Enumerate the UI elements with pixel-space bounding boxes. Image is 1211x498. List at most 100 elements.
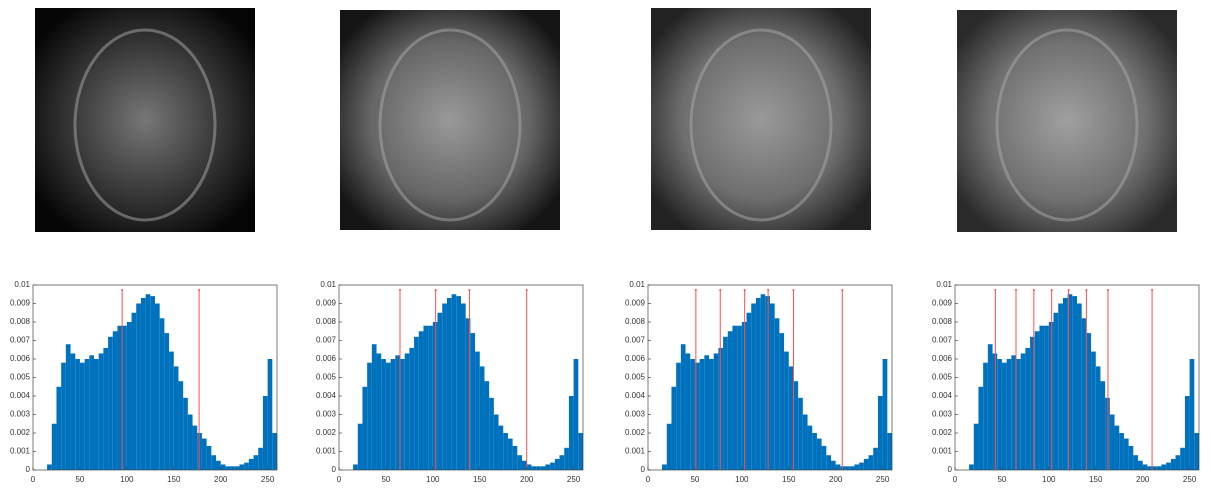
histogram-bar <box>479 366 485 470</box>
histogram-bar <box>155 303 160 470</box>
histogram-bar <box>868 455 874 470</box>
histogram-bar <box>1006 359 1012 470</box>
x-tick-label: 50 <box>75 475 84 484</box>
histogram-bar <box>353 464 358 470</box>
histogram-bar <box>131 312 137 470</box>
threshold-marker <box>994 289 997 291</box>
y-tick-label: 0.004 <box>10 391 31 400</box>
y-tick-label: 0.006 <box>932 354 953 363</box>
histogram-bar <box>1128 445 1134 470</box>
histogram-bar <box>1161 464 1167 470</box>
histogram-bar <box>1138 460 1143 470</box>
histogram-bar <box>1123 438 1129 470</box>
y-tick-label: 0.01 <box>936 280 952 289</box>
histogram-bar <box>554 458 560 470</box>
y-tick-label: 0.007 <box>10 336 31 345</box>
histogram-bar <box>262 396 268 470</box>
histogram-bar <box>545 464 551 470</box>
y-tick-label: 0.003 <box>932 410 953 419</box>
histogram-bar <box>779 333 785 470</box>
histogram-bar <box>1189 359 1195 470</box>
histogram-bar <box>489 397 494 470</box>
histogram-bar <box>376 353 382 470</box>
histogram-bar <box>414 336 419 470</box>
histogram-bar <box>47 464 52 470</box>
y-tick-label: 0.003 <box>10 410 31 419</box>
histogram-bar <box>498 425 504 470</box>
histogram-bar <box>1011 355 1016 470</box>
y-tick-label: 0.005 <box>625 373 646 382</box>
histogram-bar <box>755 297 761 470</box>
threshold-marker <box>1050 289 1053 291</box>
histogram-bar <box>507 438 513 470</box>
histogram-bar <box>61 362 66 470</box>
x-tick-label: 0 <box>953 475 958 484</box>
histogram-bar <box>51 423 57 470</box>
histogram-bar <box>564 447 569 470</box>
histogram-bar <box>536 466 541 470</box>
histogram-bar <box>475 351 480 470</box>
histogram-bar <box>108 336 113 470</box>
histogram-bar <box>540 466 546 470</box>
histogram-bar <box>183 397 188 470</box>
histogram-bar <box>997 359 1002 470</box>
histogram-bar <box>1147 466 1153 470</box>
x-tick-label: 100 <box>1042 475 1056 484</box>
histogram-bar <box>65 344 71 470</box>
threshold-marker <box>1032 289 1035 291</box>
threshold-marker <box>1015 289 1017 291</box>
histogram-bar <box>267 359 273 470</box>
histogram-bar <box>812 433 817 470</box>
x-tick-label: 50 <box>690 475 699 484</box>
histogram-bar <box>248 458 254 470</box>
histogram-bar <box>94 359 99 470</box>
histogram-bar <box>774 318 780 470</box>
y-tick-label: 0.009 <box>316 299 337 308</box>
histogram-bar <box>1086 333 1092 470</box>
histogram-bar <box>732 325 738 470</box>
histogram-bar <box>192 425 198 470</box>
histogram-bar <box>854 464 860 470</box>
histogram-bar <box>793 381 799 470</box>
y-tick-label: 0.005 <box>10 373 31 382</box>
y-tick-label: 0.001 <box>932 447 953 456</box>
threshold-marker <box>525 289 528 291</box>
histogram-bar <box>423 325 429 470</box>
histogram-bar <box>239 464 245 470</box>
x-tick-label: 100 <box>426 475 440 484</box>
histogram-bar <box>969 464 974 470</box>
x-tick-label: 200 <box>520 475 534 484</box>
histogram-bar <box>1142 464 1148 470</box>
histogram-bar <box>253 455 259 470</box>
x-tick-label: 250 <box>876 475 890 484</box>
histogram-bar <box>784 351 789 470</box>
histogram-bar <box>400 359 405 470</box>
histogram-bar <box>1020 353 1026 470</box>
threshold-marker <box>1151 289 1154 291</box>
y-tick-label: 0.008 <box>10 317 31 326</box>
y-tick-label: 0.01 <box>320 280 336 289</box>
threshold-marker <box>743 289 746 291</box>
histogram-bar <box>1053 312 1059 470</box>
y-tick-label: 0.005 <box>932 373 953 382</box>
histogram-bar <box>788 366 794 470</box>
histogram-bar <box>173 366 179 470</box>
x-tick-label: 0 <box>337 475 342 484</box>
histogram-bar <box>140 297 146 470</box>
histogram-bar <box>234 466 240 470</box>
histogram-bar <box>465 318 471 470</box>
histogram-bar <box>84 359 90 470</box>
histogram-bar <box>1058 303 1063 470</box>
histogram-bar <box>831 460 836 470</box>
histogram-bar <box>150 296 155 470</box>
histogram-bar <box>446 297 452 470</box>
histogram-bar <box>713 353 719 470</box>
histogram-bar <box>863 458 869 470</box>
histogram-bar <box>1194 433 1199 470</box>
histogram-bar <box>666 423 672 470</box>
image <box>35 8 255 232</box>
y-tick-label: 0.004 <box>625 391 646 400</box>
x-tick-label: 0 <box>646 475 651 484</box>
y-tick-label: 0 <box>641 465 646 474</box>
histogram-bar <box>1175 455 1181 470</box>
